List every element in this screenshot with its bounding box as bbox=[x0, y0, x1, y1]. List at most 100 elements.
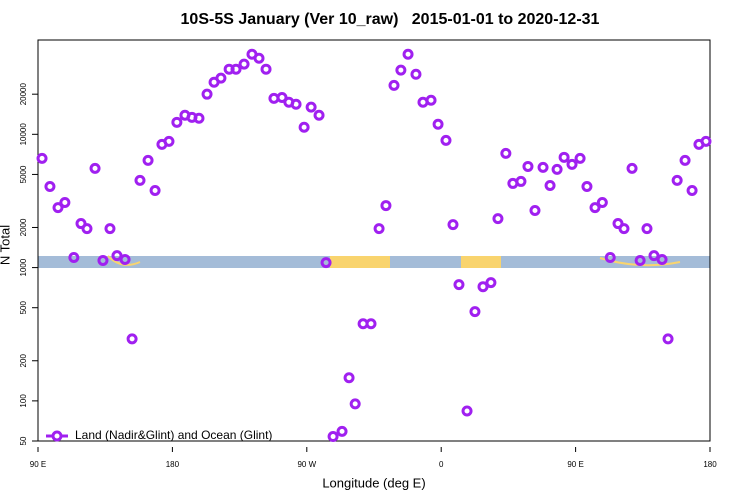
data-point bbox=[230, 63, 242, 75]
data-point bbox=[44, 180, 56, 192]
data-point bbox=[97, 255, 109, 267]
data-point bbox=[544, 179, 556, 191]
y-tick-label: 5000 bbox=[19, 165, 28, 183]
legend-label: Land (Nadir&Glint) and Ocean (Glint) bbox=[75, 428, 272, 442]
data-point bbox=[618, 223, 630, 235]
x-tick-label: 0 bbox=[439, 460, 444, 469]
data-point bbox=[104, 223, 116, 235]
data-point bbox=[648, 250, 660, 262]
data-point bbox=[320, 257, 332, 269]
data-point bbox=[201, 88, 213, 100]
data-point bbox=[566, 158, 578, 170]
data-point bbox=[343, 372, 355, 384]
data-point bbox=[388, 79, 400, 91]
x-tick-label: 90 E bbox=[567, 460, 583, 469]
data-point bbox=[469, 306, 481, 318]
x-axis-label: Longitude (deg E) bbox=[322, 475, 425, 490]
data-point bbox=[142, 154, 154, 166]
data-point bbox=[313, 109, 325, 121]
x-tick-label: 180 bbox=[703, 460, 717, 469]
data-point bbox=[36, 152, 48, 164]
data-point bbox=[558, 151, 570, 163]
legend: Land (Nadir&Glint) and Ocean (Glint) bbox=[46, 428, 272, 442]
plot-frame bbox=[37, 39, 711, 442]
data-point bbox=[679, 154, 691, 166]
y-tick-label: 2000 bbox=[19, 218, 28, 236]
data-point bbox=[298, 121, 310, 133]
data-point bbox=[380, 200, 392, 212]
data-point bbox=[485, 277, 497, 289]
data-point bbox=[349, 398, 361, 410]
data-point bbox=[290, 98, 302, 110]
legend-marker bbox=[51, 430, 63, 442]
data-point bbox=[395, 64, 407, 76]
data-point bbox=[402, 48, 414, 60]
data-point bbox=[671, 174, 683, 186]
data-point bbox=[68, 252, 80, 264]
data-point bbox=[81, 223, 93, 235]
data-point bbox=[662, 333, 674, 345]
y-tick-label: 500 bbox=[19, 300, 28, 314]
data-point bbox=[215, 72, 227, 84]
land-band bbox=[330, 256, 390, 268]
data-point bbox=[551, 163, 563, 175]
data-point bbox=[453, 279, 465, 291]
x-tick-label: 180 bbox=[166, 460, 180, 469]
chart-title: 10S-5S January (Ver 10_raw) 2015-01-01 t… bbox=[181, 11, 600, 28]
data-point bbox=[447, 219, 459, 231]
data-point bbox=[440, 134, 452, 146]
data-point bbox=[529, 205, 541, 217]
x-tick-label: 90 E bbox=[30, 460, 46, 469]
y-tick-label: 50 bbox=[19, 436, 28, 445]
y-tick-label: 100 bbox=[19, 394, 28, 408]
data-point bbox=[52, 202, 64, 214]
data-point bbox=[193, 112, 205, 124]
data-point bbox=[111, 250, 123, 262]
y-tick-label: 1000 bbox=[19, 258, 28, 276]
data-point bbox=[59, 196, 71, 208]
data-point bbox=[515, 175, 527, 187]
data-point bbox=[581, 180, 593, 192]
data-point bbox=[119, 254, 131, 266]
data-point bbox=[149, 184, 161, 196]
data-point bbox=[492, 213, 504, 225]
data-point bbox=[305, 101, 317, 113]
data-point bbox=[574, 152, 586, 164]
y-tick-label: 200 bbox=[19, 354, 28, 368]
data-point bbox=[260, 63, 272, 75]
data-point bbox=[171, 116, 183, 128]
data-point bbox=[373, 223, 385, 235]
y-axis-label: N Total bbox=[0, 225, 12, 265]
data-point bbox=[522, 160, 534, 172]
data-point bbox=[253, 52, 265, 64]
data-point bbox=[461, 405, 473, 417]
data-point bbox=[365, 318, 377, 330]
y-tick-label: 10000 bbox=[19, 123, 28, 146]
data-point bbox=[276, 91, 288, 103]
data-point bbox=[336, 425, 348, 437]
data-point bbox=[641, 223, 653, 235]
data-point bbox=[134, 174, 146, 186]
data-point bbox=[634, 255, 646, 267]
x-tick-label: 90 W bbox=[297, 460, 316, 469]
data-point bbox=[596, 196, 608, 208]
data-point bbox=[604, 252, 616, 264]
data-point bbox=[500, 147, 512, 159]
data-point bbox=[163, 135, 175, 147]
land-band bbox=[461, 256, 501, 268]
data-point bbox=[477, 281, 489, 293]
data-point bbox=[89, 162, 101, 174]
data-point bbox=[126, 333, 138, 345]
data-point bbox=[425, 94, 437, 106]
data-point bbox=[656, 254, 668, 266]
data-point bbox=[327, 431, 339, 443]
data-point bbox=[410, 68, 422, 80]
data-point bbox=[432, 118, 444, 130]
y-tick-label: 20000 bbox=[19, 83, 28, 106]
data-point bbox=[238, 58, 250, 70]
data-point bbox=[589, 202, 601, 214]
data-point bbox=[537, 161, 549, 173]
data-point bbox=[686, 184, 698, 196]
data-point bbox=[626, 162, 638, 174]
